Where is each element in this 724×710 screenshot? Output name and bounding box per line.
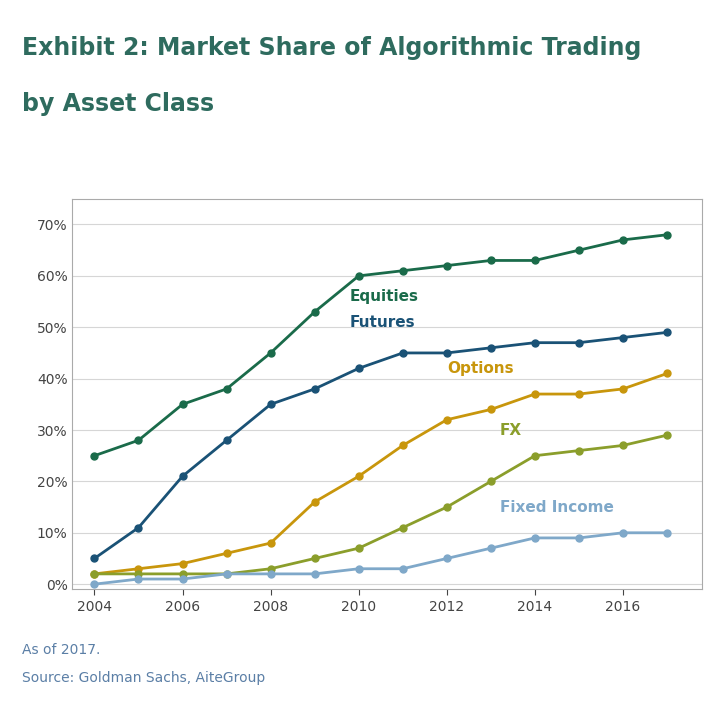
Text: Options: Options bbox=[447, 361, 513, 376]
Text: Fixed Income: Fixed Income bbox=[500, 500, 613, 515]
Text: Exhibit 2: Market Share of Algorithmic Trading: Exhibit 2: Market Share of Algorithmic T… bbox=[22, 36, 641, 60]
Text: by Asset Class: by Asset Class bbox=[22, 92, 214, 116]
Text: Equities: Equities bbox=[350, 289, 419, 304]
Text: As of 2017.: As of 2017. bbox=[22, 643, 100, 657]
Text: FX: FX bbox=[500, 422, 522, 437]
Text: Futures: Futures bbox=[350, 315, 416, 329]
Text: Source: Goldman Sachs, AiteGroup: Source: Goldman Sachs, AiteGroup bbox=[22, 671, 265, 685]
